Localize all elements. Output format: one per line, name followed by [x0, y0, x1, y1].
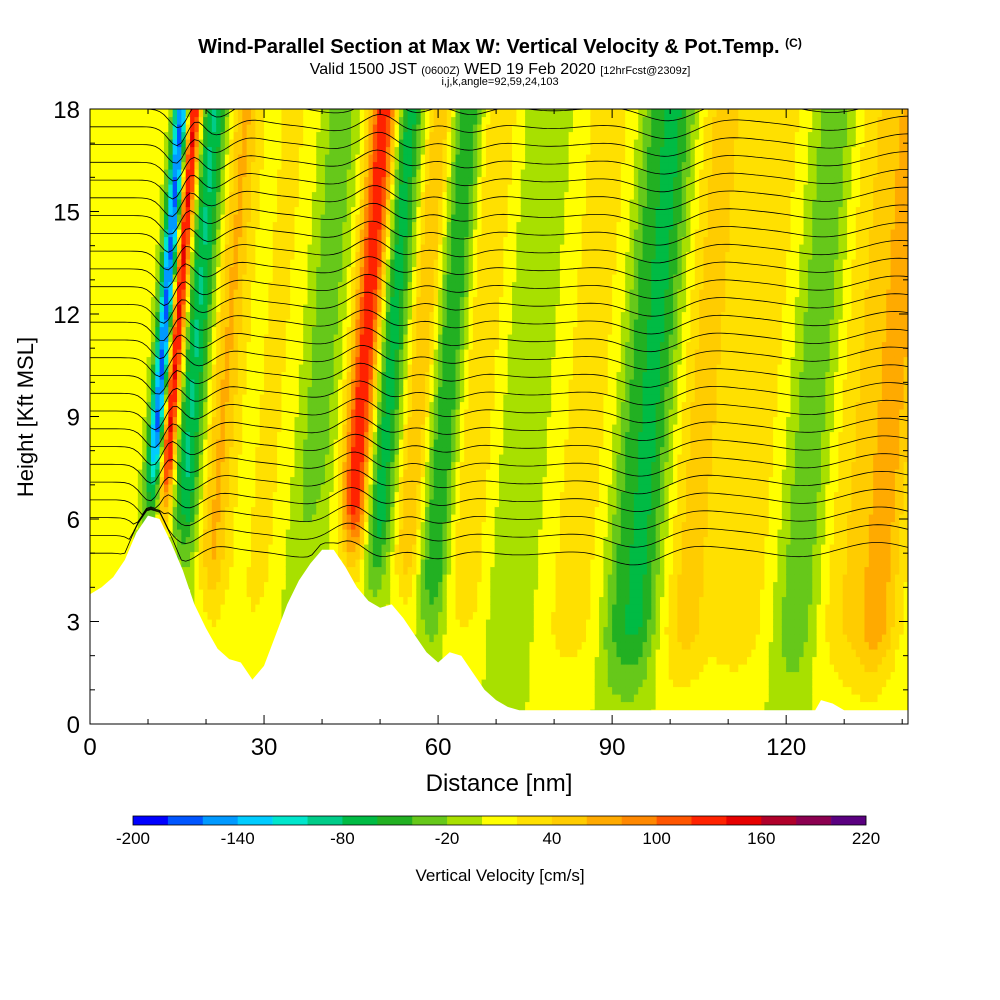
colorbar-swatch — [447, 816, 482, 825]
colorbar-swatch — [342, 816, 377, 825]
colorbar-tick-label: 40 — [542, 829, 561, 848]
colorbar-swatch — [796, 816, 831, 825]
colorbar-swatch — [726, 816, 761, 825]
x-tick-label: 60 — [425, 734, 452, 761]
colorbar-swatch — [482, 816, 517, 825]
colorbar-swatch — [761, 816, 796, 825]
colorbar-tick-label: 100 — [642, 829, 670, 848]
colorbar-swatch — [308, 816, 343, 825]
colorbar-swatch — [377, 816, 412, 825]
colorbar-swatch — [622, 816, 657, 825]
vertical-velocity-field — [90, 109, 909, 717]
colorbar-swatch — [168, 816, 203, 825]
colorbar-swatch — [552, 816, 587, 825]
colorbar-tick-label: -80 — [330, 829, 355, 848]
colorbar-tick-label: 220 — [852, 829, 880, 848]
colorbar-tick-label: 160 — [747, 829, 775, 848]
x-axis-label: Distance [nm] — [426, 770, 573, 797]
x-tick-label: 90 — [599, 734, 626, 761]
colorbar-swatch — [133, 816, 168, 825]
colorbar-swatch — [657, 816, 692, 825]
colorbar: -200 -140 -80 -20 40 100 160 220 — [116, 816, 880, 848]
colorbar-swatch — [691, 816, 726, 825]
colorbar-tick-label: -140 — [221, 829, 255, 848]
y-tick-label: 18 — [53, 97, 80, 124]
y-tick-label: 3 — [67, 610, 80, 637]
y-axis-label: Height [Kft MSL] — [13, 337, 38, 497]
colorbar-swatch — [831, 816, 866, 825]
colorbar-label: Vertical Velocity [cm/s] — [415, 866, 584, 885]
colorbar-swatch — [412, 816, 447, 825]
x-tick-label: 0 — [83, 734, 96, 761]
colorbar-tick-label: -200 — [116, 829, 150, 848]
y-tick-label: 9 — [67, 405, 80, 432]
y-tick-label: 15 — [53, 200, 80, 227]
y-tick-label: 6 — [67, 507, 80, 534]
colorbar-swatch — [203, 816, 238, 825]
colorbar-tick-label: -20 — [435, 829, 460, 848]
colorbar-swatch — [238, 816, 273, 825]
colorbar-swatch — [517, 816, 552, 825]
y-tick-label: 12 — [53, 302, 80, 329]
colorbar-swatch — [587, 816, 622, 825]
x-tick-label: 30 — [251, 734, 278, 761]
cross-section-chart: 0 30 60 90 120 0 3 6 9 12 15 18 Distance [nm] Heig… — [0, 0, 1000, 1000]
colorbar-swatch — [273, 816, 308, 825]
y-tick-label: 0 — [67, 712, 80, 739]
x-tick-label: 120 — [766, 734, 806, 761]
